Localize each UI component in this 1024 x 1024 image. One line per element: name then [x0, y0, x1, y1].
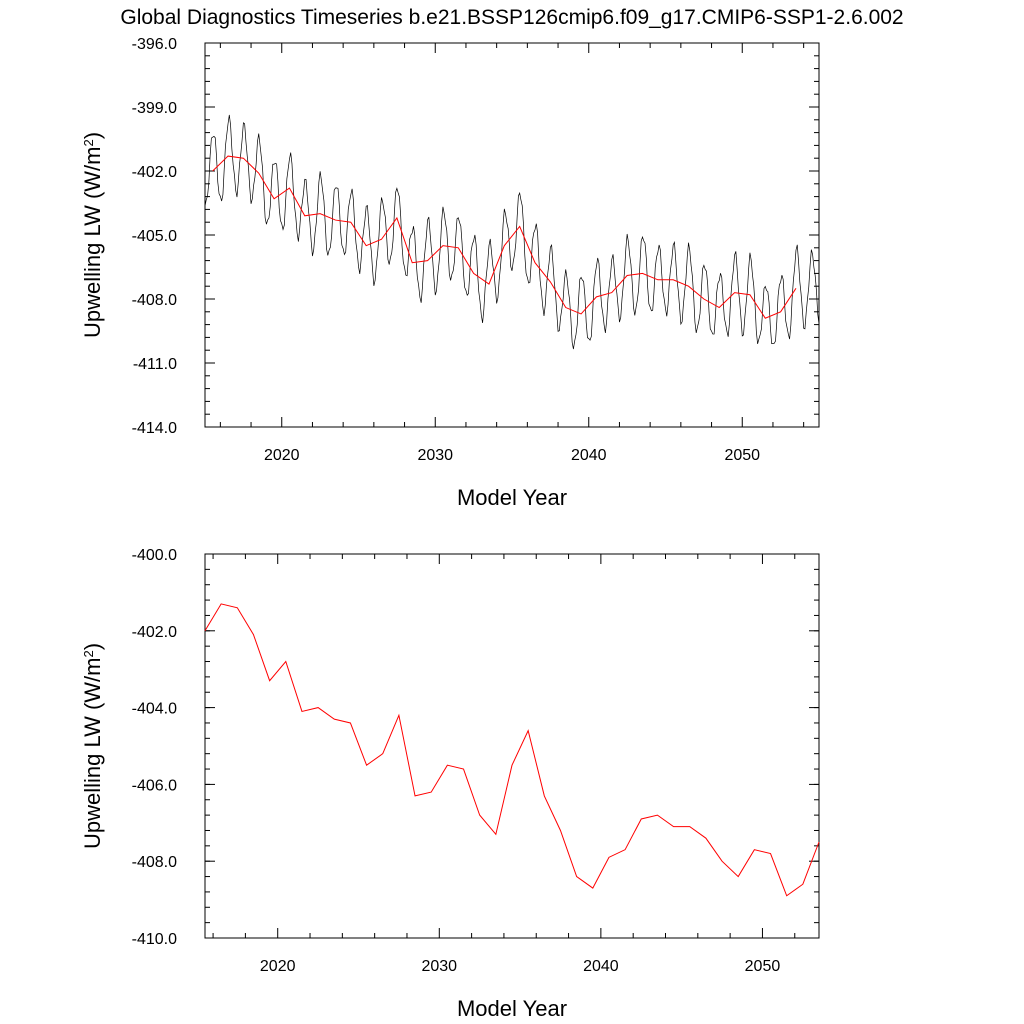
top-y-tick-label: -414.0 [132, 420, 177, 437]
top-y-tick-label: -399.0 [132, 100, 177, 117]
bottom-x-tick-label: 2040 [583, 958, 619, 975]
top-x-tick-label: 2030 [417, 447, 453, 464]
bottom-x-axis-label: Model Year [457, 996, 567, 1021]
top-y-tick-label: -405.0 [132, 228, 177, 245]
top-panel: -396.0 -399.0 -402.0 -405.0 -408.0 -411.0 -414… [80, 36, 820, 510]
top-x-tick-label: 2040 [571, 447, 607, 464]
bottom-y-tick-label: -410.0 [132, 931, 177, 948]
top-y-tick-label: -408.0 [132, 292, 177, 309]
top-x-tick-label: 2050 [724, 447, 760, 464]
top-ticks: -396.0 -399.0 -402.0 -405.0 -408.0 -411.0 -414… [132, 36, 819, 464]
top-y-tick-label: -396.0 [132, 36, 177, 53]
bottom-x-tick-label: 2030 [421, 958, 457, 975]
bottom-y-tick-label: -404.0 [132, 701, 177, 718]
bottom-x-tick-label: 2050 [745, 958, 781, 975]
top-x-axis-label: Model Year [457, 485, 567, 510]
top-x-tick-label: 2020 [264, 447, 300, 464]
top-annual-series-line [212, 155, 797, 319]
figure-title: Global Diagnostics Timeseries b.e21.BSSP… [120, 6, 903, 29]
bottom-y-axis-label: Upwelling LW (W/m2) [80, 643, 105, 849]
top-y-tick-label: -402.0 [132, 164, 177, 181]
bottom-y-tick-label: -402.0 [132, 624, 177, 641]
top-monthly-series-line [204, 114, 820, 350]
bottom-annual-series-line [204, 603, 820, 897]
bottom-y-tick-label: -406.0 [132, 777, 177, 794]
bottom-y-tick-label: -408.0 [132, 854, 177, 871]
top-y-tick-label: -411.0 [133, 356, 177, 373]
top-y-axis-label: Upwelling LW (W/m2) [80, 132, 105, 338]
bottom-y-tick-label: -400.0 [132, 547, 177, 564]
bottom-x-tick-label: 2020 [260, 958, 296, 975]
bottom-panel: -400.0 -402.0 -404.0 -406.0 -408.0 -410.0 2020… [80, 547, 820, 1021]
bottom-plot-frame [204, 553, 820, 939]
bottom-ticks: -400.0 -402.0 -404.0 -406.0 -408.0 -410.0 2020… [132, 547, 819, 975]
